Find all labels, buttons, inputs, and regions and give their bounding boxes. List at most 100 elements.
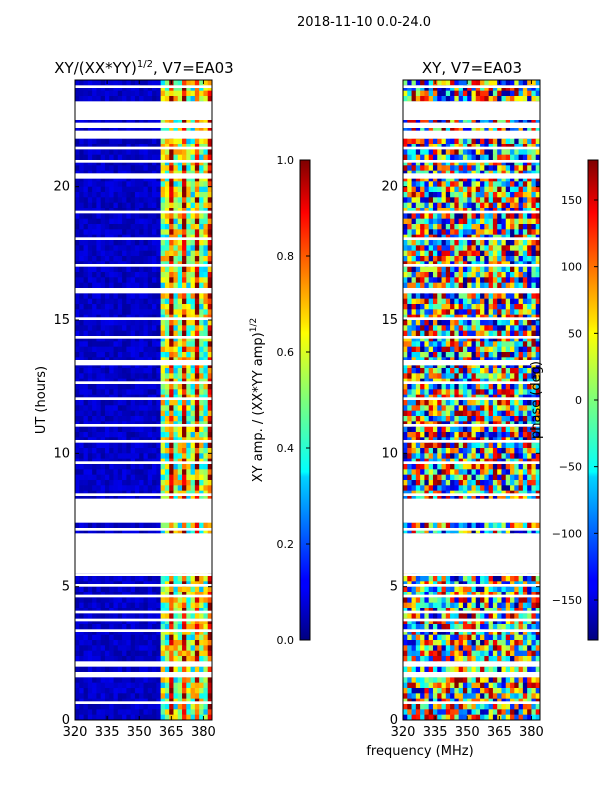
heat-cell <box>96 336 102 342</box>
heat-cell <box>531 85 537 92</box>
heat-cell <box>122 336 127 342</box>
heat-cell <box>484 96 490 102</box>
heat-cell <box>143 304 149 310</box>
heat-cell <box>186 416 191 422</box>
heat-cell <box>169 645 174 652</box>
heat-cell <box>424 154 430 161</box>
heat-cell <box>450 229 455 236</box>
heat-cell <box>147 352 153 358</box>
heat-cell <box>100 416 106 422</box>
heat-cell <box>169 186 174 193</box>
heat-cell <box>182 266 187 273</box>
heat-cell <box>462 256 468 262</box>
heat-cell <box>143 341 149 348</box>
heat-cell <box>186 149 191 156</box>
heat-cell <box>484 213 490 220</box>
heat-cell <box>445 85 451 92</box>
heat-cell <box>75 453 80 460</box>
heat-cell <box>203 613 209 620</box>
heat-cell <box>441 154 447 161</box>
heat-cell <box>96 688 102 694</box>
heat-cell <box>147 160 153 166</box>
heat-cell <box>160 117 166 124</box>
heat-cell <box>100 330 106 337</box>
heat-cell <box>424 202 430 209</box>
heat-cell <box>475 154 481 161</box>
heat-cell <box>160 245 166 252</box>
heat-cell <box>424 250 430 257</box>
heat-cell <box>79 245 84 252</box>
heat-cell <box>79 576 84 582</box>
heat-cell <box>518 149 524 156</box>
heat-cell <box>104 192 110 198</box>
x-tick-label: 350 <box>127 725 152 740</box>
heat-cell <box>79 640 84 646</box>
heat-cell <box>203 416 209 422</box>
heat-cell <box>109 448 114 454</box>
heat-cell <box>199 464 204 470</box>
heat-cell <box>190 640 196 646</box>
heat-cell <box>87 474 93 481</box>
heat-cell <box>109 352 114 358</box>
heat-cell <box>156 309 162 316</box>
heat-cell <box>445 250 451 257</box>
heat-cell <box>510 250 515 257</box>
heat-cell <box>475 160 481 166</box>
heat-cell <box>186 682 191 689</box>
heat-cell <box>152 240 157 246</box>
heat-cell <box>186 245 191 252</box>
amp-colorbar-label: XY amp. / (XX*YY amp)1/2 <box>249 318 266 482</box>
heat-cell <box>160 602 166 609</box>
heat-cell <box>199 298 204 305</box>
heat-cell <box>130 645 136 652</box>
heat-cell <box>109 714 114 721</box>
heat-cell <box>169 528 174 534</box>
heat-cell <box>100 448 106 454</box>
heat-cell <box>199 474 204 481</box>
heat-cell <box>117 90 123 97</box>
data-gap <box>75 672 212 678</box>
heat-cell <box>535 197 541 204</box>
heat-cell <box>428 213 434 220</box>
heat-cell <box>428 138 434 145</box>
heat-cell <box>194 586 200 593</box>
heat-cell <box>527 160 532 166</box>
heat-cell <box>403 165 408 172</box>
heat-cell <box>467 90 472 97</box>
heat-cell <box>113 320 119 326</box>
heat-cell <box>492 176 498 182</box>
heat-cell <box>173 229 179 236</box>
heat-cell <box>164 682 170 689</box>
heat-cell <box>207 677 213 684</box>
heat-cell <box>143 256 149 262</box>
heat-cell <box>177 346 183 353</box>
heat-cell <box>134 138 140 145</box>
heat-cell <box>117 202 123 209</box>
heat-cell <box>143 330 149 337</box>
heat-cell <box>182 213 187 220</box>
heat-cell <box>147 224 153 230</box>
heat-cell <box>87 197 93 204</box>
heat-cell <box>147 272 153 278</box>
heat-cell <box>467 245 472 252</box>
heat-cell <box>194 96 200 102</box>
heat-cell <box>109 384 114 390</box>
heat-cell <box>156 256 162 262</box>
heat-cell <box>169 117 174 124</box>
heat-cell <box>182 448 187 454</box>
heat-cell <box>117 693 123 700</box>
heat-cell <box>194 154 200 161</box>
heat-cell <box>160 474 166 481</box>
heat-cell <box>203 138 209 145</box>
heat-cell <box>173 709 179 716</box>
heat-cell <box>79 464 84 470</box>
heat-cell <box>122 192 127 198</box>
heat-cell <box>134 282 140 289</box>
heat-cell <box>156 618 162 625</box>
heat-cell <box>432 192 438 198</box>
heat-cell <box>83 432 89 438</box>
heat-cell <box>173 634 179 641</box>
heat-cell <box>143 693 149 700</box>
heat-cell <box>160 613 166 620</box>
